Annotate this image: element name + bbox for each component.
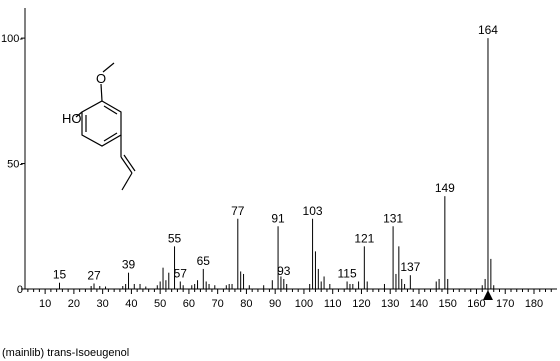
peak-bars xyxy=(59,38,495,289)
x-tick-label-170: 170 xyxy=(496,298,514,310)
x-tick-label-180: 180 xyxy=(525,298,543,310)
x-tick-label-150: 150 xyxy=(439,298,457,310)
y-axis-ticks: 0 50- 100- xyxy=(1,33,25,296)
propenyl-double-bond xyxy=(120,156,133,174)
x-tick-label-30: 30 xyxy=(97,298,109,310)
methyl-bond xyxy=(102,62,115,73)
molecule-structure xyxy=(75,62,136,191)
x-tick-label-40: 40 xyxy=(125,298,137,310)
hydroxyl-bond xyxy=(75,111,83,118)
benzene-ring xyxy=(81,100,122,147)
x-tick-label-140: 140 xyxy=(410,298,428,310)
aromatic-double-bond xyxy=(103,105,118,115)
peak-label-mz-39: 39 xyxy=(122,258,136,272)
x-tick-label-120: 120 xyxy=(352,298,370,310)
methoxy-bond xyxy=(100,83,103,102)
x-axis-ticks: 10 20 30 40 50 60 70 80 90 100 110 120 130 140 150 160 1… xyxy=(27,289,552,310)
aromatic-double-bond xyxy=(103,132,118,142)
peak-label-mz-149: 149 xyxy=(435,181,455,195)
peak-label-mz-121: 121 xyxy=(354,231,374,245)
y-tick-label-50: 50- xyxy=(7,159,23,171)
peak-label-mz-91: 91 xyxy=(271,211,285,225)
x-tick-label-70: 70 xyxy=(212,298,224,310)
peak-label-mz-55: 55 xyxy=(168,231,182,245)
precursor-marker-triangle-icon xyxy=(482,290,493,300)
peak-label-mz-115: 115 xyxy=(338,266,357,280)
x-tick-label-10: 10 xyxy=(39,298,51,310)
peak-label-mz-103: 103 xyxy=(303,204,323,218)
x-tick-label-130: 130 xyxy=(381,298,399,310)
x-tick-label-90: 90 xyxy=(269,298,281,310)
x-tick-label-20: 20 xyxy=(68,298,80,310)
peak-label-mz-77: 77 xyxy=(231,204,245,218)
peak-label-mz-164: 164 xyxy=(478,23,498,37)
y-tick-label-100: 100- xyxy=(1,33,23,45)
x-tick-label-100: 100 xyxy=(295,298,313,310)
peak-labels: 15 27 39 55 57 65 77 91 93 103 115 121 131 137 149 164 xyxy=(53,23,498,282)
propenyl-double-bond xyxy=(123,154,136,172)
peak-label-mz-57: 57 xyxy=(174,266,188,280)
y-tick-label-0: 0 xyxy=(17,284,23,296)
peak-label-mz-65: 65 xyxy=(197,254,211,268)
x-tick-label-60: 60 xyxy=(183,298,195,310)
x-tick-label-80: 80 xyxy=(240,298,252,310)
x-tick-label-50: 50 xyxy=(154,298,166,310)
peak-label-mz-137: 137 xyxy=(400,260,420,274)
peak-label-mz-131: 131 xyxy=(383,211,403,225)
peak-label-mz-27: 27 xyxy=(87,268,101,282)
peak-label-mz-15: 15 xyxy=(53,268,67,282)
hydroxyl-label: HO xyxy=(62,111,82,126)
x-tick-label-110: 110 xyxy=(324,298,342,310)
x-tick-label-160: 160 xyxy=(467,298,485,310)
peak-label-mz-93: 93 xyxy=(277,264,291,278)
compound-caption: (mainlib) trans-Isoeugenol xyxy=(2,347,129,359)
methoxy-oxygen-label: O xyxy=(96,71,106,86)
propenyl-methyl-bond xyxy=(121,172,133,191)
